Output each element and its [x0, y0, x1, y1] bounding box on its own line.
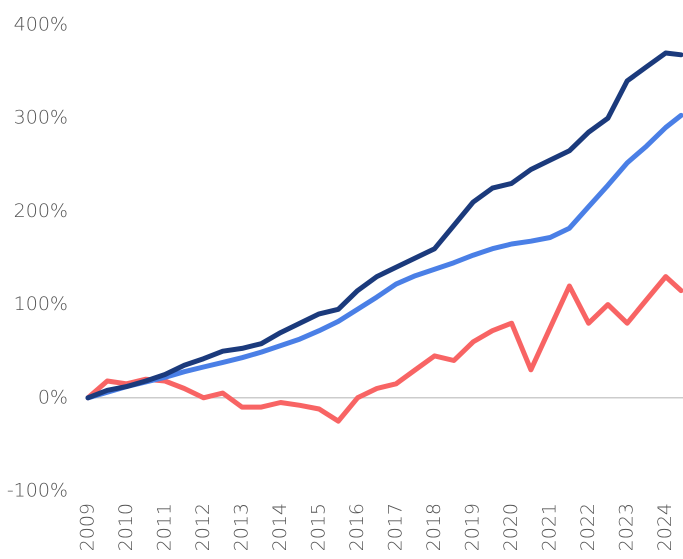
x-tick-label: 2022: [577, 503, 599, 551]
x-tick-label: 2020: [500, 503, 522, 551]
y-tick-label: 100%: [14, 293, 68, 315]
x-tick-label: 2019: [462, 503, 484, 551]
y-tick-label: 400%: [14, 14, 68, 36]
series-line: [85, 50, 683, 401]
x-tick-label: 2013: [231, 503, 253, 551]
x-tick-label: 2017: [385, 503, 407, 551]
x-tick-label: 2021: [539, 503, 561, 551]
y-tick-label: 300%: [14, 107, 68, 129]
y-tick-label: 0%: [38, 386, 68, 408]
series-line: [85, 112, 683, 401]
x-tick-label: 2015: [308, 503, 330, 551]
series-line: [85, 274, 683, 424]
x-tick-label: 2012: [192, 503, 214, 551]
x-tick-label: 2018: [423, 503, 445, 551]
x-tick-label: 2016: [346, 503, 368, 551]
x-tick-label: 2014: [269, 503, 291, 551]
x-tick-label: 2023: [616, 503, 638, 551]
x-tick-label: 2010: [115, 503, 137, 551]
x-tick-label: 2009: [77, 503, 99, 551]
y-tick-label: 200%: [14, 200, 68, 222]
y-tick-label: -100%: [7, 480, 68, 502]
x-tick-label: 2024: [654, 503, 676, 551]
x-tick-label: 2011: [154, 503, 176, 551]
